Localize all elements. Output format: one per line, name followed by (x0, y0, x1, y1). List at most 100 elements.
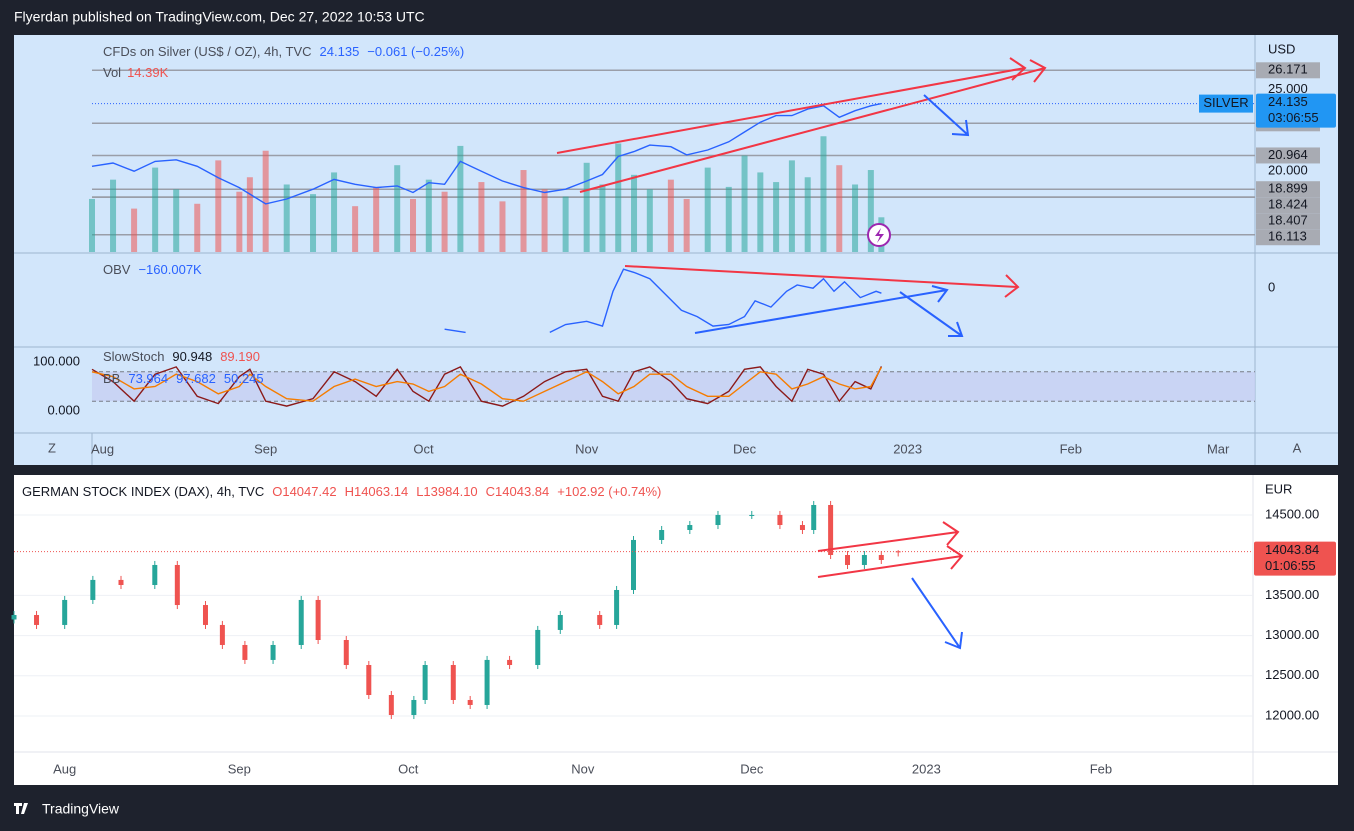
volume-bar (541, 189, 548, 252)
low: L13984.10 (416, 484, 477, 499)
volume-bar (725, 186, 732, 252)
volume-bar (773, 182, 780, 252)
bb-label: BB (103, 371, 120, 386)
auto-button[interactable]: A (1293, 440, 1302, 455)
footer-logo: TradingView (14, 801, 120, 817)
candle-body (861, 555, 867, 565)
volume-bar (757, 172, 764, 252)
y-tick-label: 100.000 (33, 353, 80, 368)
candle-body (242, 644, 248, 660)
volume-bar (89, 198, 95, 252)
price-tag-label: 18.424 (1268, 197, 1308, 212)
candle-body (411, 699, 417, 716)
volume-bar (152, 167, 159, 252)
candle-body (174, 564, 180, 606)
trend-arrow (579, 59, 1047, 193)
volume-bar (478, 182, 485, 252)
series-line (91, 366, 883, 407)
x-tick-label: Dec (740, 761, 764, 776)
y-tick-label: 12500.00 (1265, 667, 1319, 682)
candle-body (687, 525, 693, 530)
last-price-label: 24.135 (1268, 94, 1308, 109)
silver-legend: CFDs on Silver (US$ / OZ), 4h, TVC 24.135… (103, 44, 464, 59)
last-price-tag (1256, 93, 1336, 128)
volume-bar (131, 208, 138, 252)
title: SlowStoch (103, 349, 164, 364)
volume-bar (373, 186, 380, 252)
logo (14, 803, 28, 814)
price-tag (1256, 147, 1320, 164)
header: Flyerdan published on TradingView.com, D… (14, 9, 425, 25)
price: 24.135 (320, 44, 360, 59)
candle-body (631, 539, 636, 590)
price-tag-label: 16.113 (1268, 229, 1307, 244)
volume-bar (352, 206, 359, 252)
alert-bolt[interactable] (875, 228, 884, 243)
x-tick-label: Mar (1207, 441, 1230, 456)
vol-label: Vol (103, 65, 121, 80)
k-value: 90.948 (172, 349, 212, 364)
stoch-legend: SlowStoch 90.948 89.190 (103, 349, 260, 364)
vol-value: 14.39K (127, 65, 169, 80)
candle-body (388, 695, 394, 716)
trend-arrow (817, 521, 960, 552)
symbol-label: SILVER (1203, 95, 1248, 110)
volume-bar (615, 143, 622, 252)
volume-bar (667, 179, 674, 252)
volume-bar (804, 177, 811, 252)
series-line (91, 366, 883, 402)
candle-body (507, 659, 513, 666)
trend-arrow (694, 285, 949, 334)
candle-body (614, 589, 620, 625)
volume-bar (646, 189, 653, 252)
volume-bar (562, 196, 569, 252)
candle-body (118, 579, 124, 585)
volume-bar (836, 165, 843, 252)
bb-legend: BB 73.964 97.682 50.245 (103, 371, 264, 386)
candle-body (422, 665, 428, 700)
candle-body (659, 530, 665, 540)
x-tick-label: Dec (733, 441, 757, 456)
y-tick-label: 25.000 (1268, 81, 1308, 96)
volume-bar (683, 198, 690, 252)
title: OBV (103, 262, 131, 277)
unit: USD (1268, 41, 1295, 56)
unit: EUR (1265, 481, 1292, 496)
volume-bar (457, 145, 464, 252)
price-tag (1256, 213, 1320, 230)
price-tag-label: 26.171 (1268, 62, 1308, 77)
candle-body (219, 624, 225, 645)
open: O14047.42 (272, 484, 336, 499)
volume-bar (283, 184, 290, 252)
alert-icon[interactable] (867, 223, 891, 247)
candle-body (715, 514, 721, 526)
series-line (444, 268, 882, 334)
candle-body (298, 599, 304, 645)
zoom-button[interactable]: Z (48, 440, 56, 455)
y-tick-label: 20.000 (1268, 163, 1308, 178)
volume-bar (394, 165, 401, 252)
volume-bar (110, 179, 117, 252)
candle-body (799, 525, 805, 530)
footer: TradingView (42, 801, 120, 817)
candle-body (343, 640, 349, 666)
candle-body (315, 599, 321, 640)
last-price-label: 14043.84 (1265, 542, 1319, 557)
volume-bar (852, 184, 859, 252)
candle-body (202, 605, 208, 625)
volume-bar (262, 150, 269, 252)
candle-body (557, 614, 563, 630)
volume-bar (704, 167, 711, 252)
change: +102.92 (+0.74%) (557, 484, 661, 499)
price-tag-label: 18.899 (1268, 181, 1308, 196)
volume-bar (441, 191, 448, 252)
x-tick-label: Oct (398, 761, 419, 776)
candle-body (366, 665, 372, 695)
volume-bar (499, 201, 506, 252)
candle-body (484, 659, 490, 705)
d-value: 89.190 (220, 349, 260, 364)
x-tick-label: Sep (228, 761, 251, 776)
y-tick-label: 13000.00 (1265, 627, 1319, 642)
value: −160.007K (138, 262, 202, 277)
